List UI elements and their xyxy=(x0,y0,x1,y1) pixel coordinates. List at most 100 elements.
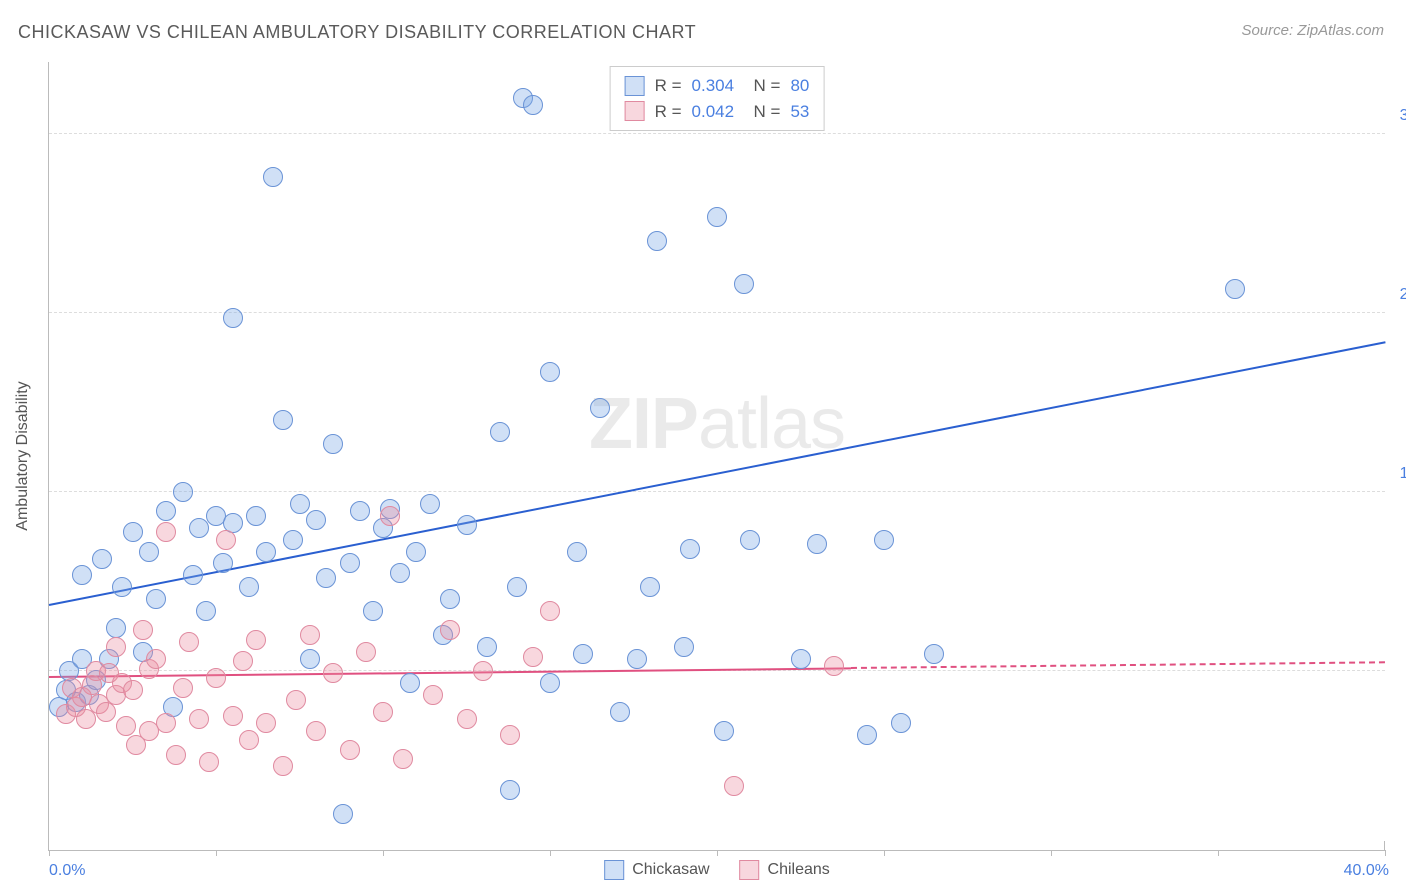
data-point xyxy=(106,618,126,638)
x-tick xyxy=(383,850,384,856)
y-tick-label: 22.5% xyxy=(1390,286,1406,304)
data-point xyxy=(213,553,233,573)
data-point xyxy=(740,530,760,550)
data-point xyxy=(573,644,593,664)
watermark: ZIPatlas xyxy=(589,383,845,465)
legend-swatch-chileans xyxy=(740,860,760,880)
data-point xyxy=(300,625,320,645)
data-point xyxy=(112,577,132,597)
data-point xyxy=(380,506,400,526)
data-point xyxy=(680,539,700,559)
data-point xyxy=(156,501,176,521)
data-point xyxy=(323,434,343,454)
data-point xyxy=(406,542,426,562)
data-point xyxy=(196,601,216,621)
data-point xyxy=(390,563,410,583)
data-point xyxy=(420,494,440,514)
data-point xyxy=(393,749,413,769)
data-point xyxy=(540,601,560,621)
stats-n-label: N = xyxy=(744,99,780,125)
data-point xyxy=(540,673,560,693)
data-point xyxy=(540,362,560,382)
data-point xyxy=(72,565,92,585)
stats-r-label: R = xyxy=(655,99,682,125)
legend-item-chickasaw: Chickasaw xyxy=(604,860,709,880)
data-point xyxy=(223,706,243,726)
data-point xyxy=(166,745,186,765)
data-point xyxy=(189,518,209,538)
data-point xyxy=(179,632,199,652)
data-point xyxy=(273,410,293,430)
data-point xyxy=(674,637,694,657)
y-tick-label: 15.0% xyxy=(1390,465,1406,483)
data-point xyxy=(523,95,543,115)
data-point xyxy=(373,702,393,722)
data-point xyxy=(223,308,243,328)
stats-r-label: R = xyxy=(655,73,682,99)
swatch-chileans xyxy=(625,101,645,121)
stats-n-value-chickasaw: 80 xyxy=(790,73,809,99)
correlation-stats-legend: R = 0.304 N = 80 R = 0.042 N = 53 xyxy=(610,66,825,131)
data-point xyxy=(490,422,510,442)
stats-r-value-chickasaw: 0.304 xyxy=(692,73,735,99)
legend-label-chileans: Chileans xyxy=(768,861,830,879)
data-point xyxy=(714,721,734,741)
data-point xyxy=(707,207,727,227)
data-point xyxy=(333,804,353,824)
data-point xyxy=(133,620,153,640)
data-point xyxy=(924,644,944,664)
data-point xyxy=(263,167,283,187)
stats-n-label: N = xyxy=(744,73,780,99)
gridline xyxy=(49,312,1385,313)
x-tick xyxy=(1385,850,1386,856)
data-point xyxy=(273,756,293,776)
data-point xyxy=(239,577,259,597)
x-axis-min-label: 0.0% xyxy=(49,862,85,880)
data-point xyxy=(440,620,460,640)
data-point xyxy=(206,668,226,688)
data-point xyxy=(807,534,827,554)
data-point xyxy=(106,637,126,657)
data-point xyxy=(440,589,460,609)
x-axis-max-label: 40.0% xyxy=(1344,862,1389,880)
data-point xyxy=(457,515,477,535)
data-point xyxy=(640,577,660,597)
data-point xyxy=(306,510,326,530)
data-point xyxy=(290,494,310,514)
data-point xyxy=(233,651,253,671)
stats-row-chickasaw: R = 0.304 N = 80 xyxy=(625,73,810,99)
data-point xyxy=(791,649,811,669)
data-point xyxy=(477,637,497,657)
data-point xyxy=(363,601,383,621)
data-point xyxy=(724,776,744,796)
y-tick-label: 30.0% xyxy=(1390,107,1406,125)
data-point xyxy=(567,542,587,562)
data-point xyxy=(1225,279,1245,299)
data-point xyxy=(146,589,166,609)
x-tick xyxy=(550,850,551,856)
data-point xyxy=(507,577,527,597)
data-point xyxy=(300,649,320,669)
data-point xyxy=(350,501,370,521)
stats-row-chileans: R = 0.042 N = 53 xyxy=(625,99,810,125)
data-point xyxy=(183,565,203,585)
data-point xyxy=(199,752,219,772)
gridline xyxy=(49,133,1385,134)
data-point xyxy=(246,506,266,526)
data-point xyxy=(256,542,276,562)
watermark-bold: ZIP xyxy=(589,384,698,464)
data-point xyxy=(173,482,193,502)
data-point xyxy=(590,398,610,418)
legend-item-chileans: Chileans xyxy=(740,860,830,880)
data-point xyxy=(189,709,209,729)
data-point xyxy=(283,530,303,550)
data-point xyxy=(316,568,336,588)
legend-swatch-chickasaw xyxy=(604,860,624,880)
gridline xyxy=(49,491,1385,492)
y-axis-title: Ambulatory Disability xyxy=(14,381,32,530)
data-point xyxy=(423,685,443,705)
data-point xyxy=(874,530,894,550)
data-point xyxy=(500,725,520,745)
data-point xyxy=(857,725,877,745)
data-point xyxy=(139,542,159,562)
